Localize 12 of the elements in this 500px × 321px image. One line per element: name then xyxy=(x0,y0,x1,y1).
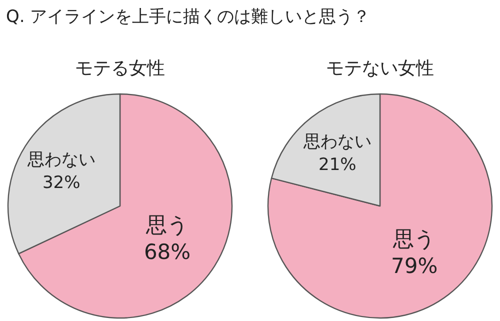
data-label: 21% xyxy=(318,155,356,176)
slice-label: 思う xyxy=(144,213,189,238)
chart-title: モテる女性 xyxy=(75,58,165,79)
chart-title: モテない女性 xyxy=(326,58,434,79)
slice-label: 思う xyxy=(392,227,436,252)
data-label: 68% xyxy=(144,240,191,264)
pie-slice xyxy=(267,93,492,319)
text: Q. アイラインを上手に描くのは難しいと思う？ xyxy=(6,7,370,27)
slice-label: 思わない xyxy=(302,132,372,152)
data-label: 79% xyxy=(390,254,438,278)
data-label: 32% xyxy=(42,172,80,193)
slice-label: 思わない xyxy=(26,150,96,170)
